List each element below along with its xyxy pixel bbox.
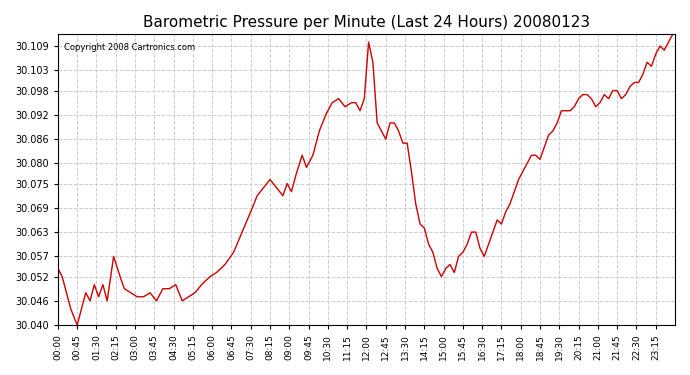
Title: Barometric Pressure per Minute (Last 24 Hours) 20080123: Barometric Pressure per Minute (Last 24 … xyxy=(143,15,590,30)
Text: Copyright 2008 Cartronics.com: Copyright 2008 Cartronics.com xyxy=(64,43,195,52)
